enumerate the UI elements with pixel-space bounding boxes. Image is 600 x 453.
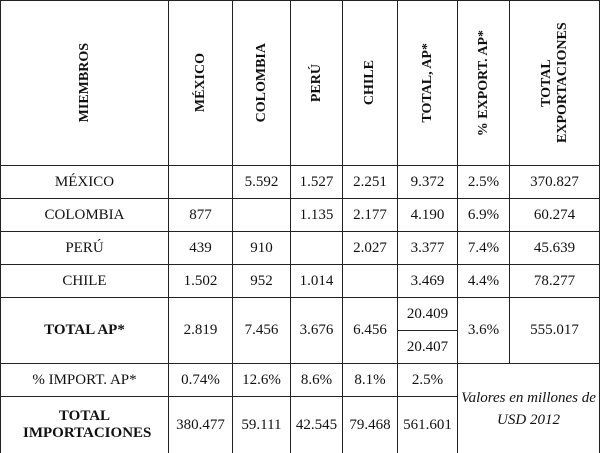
cell: 60.274 xyxy=(509,198,600,232)
cell: 8.6% xyxy=(290,363,343,397)
row: TOTAL AP* 2.819 7.456 3.676 6.456 20.409 3.6% 5… xyxy=(0,297,600,364)
header-cell: PERÚ xyxy=(290,0,343,166)
cell xyxy=(168,165,233,199)
cell: 877 xyxy=(168,198,233,232)
cell: 3.377 xyxy=(397,231,458,265)
cell: 7.4% xyxy=(457,231,510,265)
cell: 8.1% xyxy=(342,363,398,397)
cell: 6.9% xyxy=(457,198,510,232)
cell: 2.5% xyxy=(457,165,510,199)
cell: 4.190 xyxy=(397,198,458,232)
row-label: TOTAL AP* xyxy=(0,297,169,364)
header-text: TOTAL EXPORTACIONES xyxy=(538,22,570,144)
cell: 380.477 xyxy=(168,396,233,453)
cell: 3.676 xyxy=(290,297,343,364)
header-cell: CHILE xyxy=(342,0,398,166)
row-label: CHILE xyxy=(0,264,169,298)
header-cell: COLOMBIA xyxy=(232,0,291,166)
cell: 9.372 xyxy=(397,165,458,199)
cell xyxy=(342,264,398,298)
row: % IMPORT. AP* 0.74% 12.6% 8.6% 8.1% 2.5% Valor… xyxy=(0,363,600,453)
cell: 5.592 xyxy=(232,165,291,199)
cell: 952 xyxy=(232,264,291,298)
header-cell: TOTAL, AP* xyxy=(397,0,458,166)
cell: 370.827 xyxy=(509,165,600,199)
cell: 2.5% xyxy=(397,363,458,397)
row: TOTAL IMPORTACIONES 380.477 59.111 42.545 79… xyxy=(0,396,600,453)
row: MÉXICO 5.592 1.527 2.251 9.372 2.5% 370.827 xyxy=(0,165,600,199)
cell: 59.111 xyxy=(232,396,291,453)
row-label: COLOMBIA xyxy=(0,198,169,232)
cell: 12.6% xyxy=(232,363,291,397)
row-label: MÉXICO xyxy=(0,165,169,199)
row: 20.407 xyxy=(1,330,600,364)
header-text: PERÚ xyxy=(308,63,324,103)
cell: 1.502 xyxy=(168,264,233,298)
header-text: % EXPORT. AP* xyxy=(475,29,491,137)
cell: 2.819 xyxy=(168,297,233,364)
cell: 7.456 xyxy=(232,297,291,364)
cell: 3.469 xyxy=(397,264,458,298)
cell: 0.74% xyxy=(168,363,233,397)
cell: 4.4% xyxy=(457,264,510,298)
header-text: TOTAL, AP* xyxy=(419,43,435,123)
note: Valores en millones de USD 2012 xyxy=(457,363,600,453)
cell: 2.251 xyxy=(342,165,398,199)
row: COLOMBIA 877 1.135 2.177 4.190 6.9% 60.274 xyxy=(0,198,600,232)
cell: 1.527 xyxy=(290,165,343,199)
header-cell: % EXPORT. AP* xyxy=(457,0,510,166)
row-label: % IMPORT. AP* xyxy=(0,363,169,397)
cell xyxy=(232,198,291,232)
header-text: MIEMBROS xyxy=(76,43,92,123)
header-cell: MÉXICO xyxy=(168,0,233,166)
header-text: COLOMBIA xyxy=(253,43,269,123)
cell: 3.6% xyxy=(457,297,510,364)
cell: 20.409 xyxy=(397,297,458,331)
cell: 6.456 xyxy=(342,297,398,364)
row: PERÚ 439 910 2.027 3.377 7.4% 45.639 xyxy=(0,231,600,265)
header-row: MIEMBROS MÉXICO COLOMBIA PERÚ CHILE TOTAL, AP… xyxy=(0,0,600,166)
cell: 910 xyxy=(232,231,291,265)
cell: 20.407 xyxy=(397,330,458,364)
header-cell: TOTAL EXPORTACIONES xyxy=(509,0,600,166)
cell: 78.277 xyxy=(509,264,600,298)
header-text: CHILE xyxy=(362,60,377,106)
cell: 555.017 xyxy=(509,297,600,364)
cell: 1.014 xyxy=(290,264,343,298)
cell: 1.135 xyxy=(290,198,343,232)
cell: 79.468 xyxy=(342,396,398,453)
row-label: TOTAL IMPORTACIONES xyxy=(0,396,169,453)
cell: 439 xyxy=(168,231,233,265)
cell: 561.601 xyxy=(397,396,458,453)
header-cell: MIEMBROS xyxy=(0,0,169,166)
row: CHILE 1.502 952 1.014 3.469 4.4% 78.277 xyxy=(0,264,600,298)
row-label: PERÚ xyxy=(0,231,169,265)
cell: 2.027 xyxy=(342,231,398,265)
cell: 42.545 xyxy=(290,396,343,453)
header-text: MÉXICO xyxy=(192,53,208,113)
cell: 2.177 xyxy=(342,198,398,232)
cell: 45.639 xyxy=(509,231,600,265)
cell xyxy=(290,231,343,265)
